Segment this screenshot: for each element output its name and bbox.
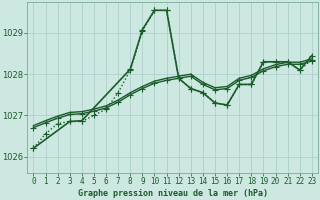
X-axis label: Graphe pression niveau de la mer (hPa): Graphe pression niveau de la mer (hPa) xyxy=(78,189,268,198)
